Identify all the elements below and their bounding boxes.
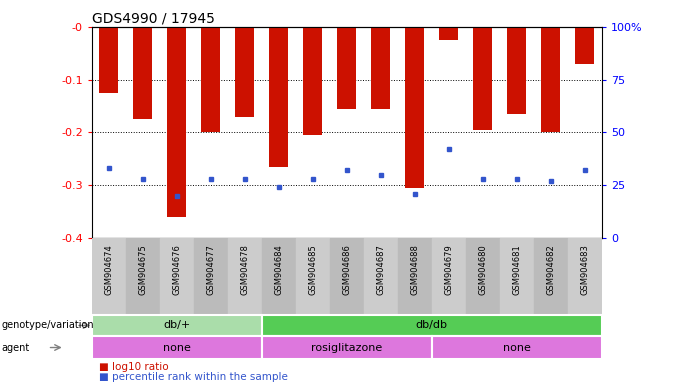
- Text: genotype/variation: genotype/variation: [1, 320, 94, 331]
- Bar: [296, 238, 330, 315]
- Bar: [500, 238, 534, 315]
- Bar: [466, 238, 500, 315]
- Text: GSM904678: GSM904678: [240, 244, 250, 295]
- Bar: [534, 238, 568, 315]
- Bar: [575, 27, 594, 64]
- Bar: [133, 27, 152, 119]
- Text: GSM904677: GSM904677: [206, 244, 216, 295]
- Bar: [432, 238, 466, 315]
- Text: GSM904685: GSM904685: [308, 244, 318, 295]
- Bar: [507, 27, 526, 114]
- Text: GSM904682: GSM904682: [546, 244, 556, 295]
- Text: none: none: [163, 343, 190, 353]
- Text: GSM904686: GSM904686: [342, 244, 352, 295]
- Bar: [398, 238, 432, 315]
- Text: GSM904675: GSM904675: [138, 244, 148, 295]
- Text: ■ log10 ratio: ■ log10 ratio: [99, 362, 168, 372]
- Bar: [432, 336, 602, 359]
- Bar: [167, 27, 186, 217]
- Bar: [568, 238, 602, 315]
- Text: rosiglitazone: rosiglitazone: [311, 343, 382, 353]
- Text: db/+: db/+: [163, 320, 190, 331]
- Text: GSM904679: GSM904679: [444, 244, 454, 295]
- Bar: [160, 238, 194, 315]
- Bar: [228, 238, 262, 315]
- Bar: [92, 238, 126, 315]
- Text: agent: agent: [1, 343, 30, 353]
- Bar: [92, 315, 262, 336]
- Bar: [126, 238, 160, 315]
- Text: GSM904681: GSM904681: [512, 244, 522, 295]
- Bar: [92, 336, 262, 359]
- Text: GSM904683: GSM904683: [580, 244, 590, 295]
- Bar: [337, 27, 356, 109]
- Text: GSM904680: GSM904680: [478, 244, 488, 295]
- Bar: [269, 27, 288, 167]
- Bar: [262, 336, 432, 359]
- Text: GSM904684: GSM904684: [274, 244, 284, 295]
- Text: GSM904687: GSM904687: [376, 244, 386, 295]
- Text: none: none: [503, 343, 530, 353]
- Bar: [235, 27, 254, 117]
- Text: ■ percentile rank within the sample: ■ percentile rank within the sample: [99, 372, 288, 382]
- Bar: [303, 27, 322, 135]
- Text: GSM904688: GSM904688: [410, 244, 420, 295]
- Bar: [201, 27, 220, 132]
- Bar: [262, 315, 602, 336]
- Text: GDS4990 / 17945: GDS4990 / 17945: [92, 12, 215, 26]
- Text: db/db: db/db: [415, 320, 448, 331]
- Bar: [405, 27, 424, 188]
- Bar: [330, 238, 364, 315]
- Bar: [364, 238, 398, 315]
- Bar: [541, 27, 560, 132]
- Bar: [99, 27, 118, 93]
- Bar: [473, 27, 492, 130]
- Text: GSM904674: GSM904674: [104, 244, 114, 295]
- Bar: [371, 27, 390, 109]
- Bar: [439, 27, 458, 40]
- Bar: [194, 238, 228, 315]
- Bar: [262, 238, 296, 315]
- Text: GSM904676: GSM904676: [172, 244, 182, 295]
